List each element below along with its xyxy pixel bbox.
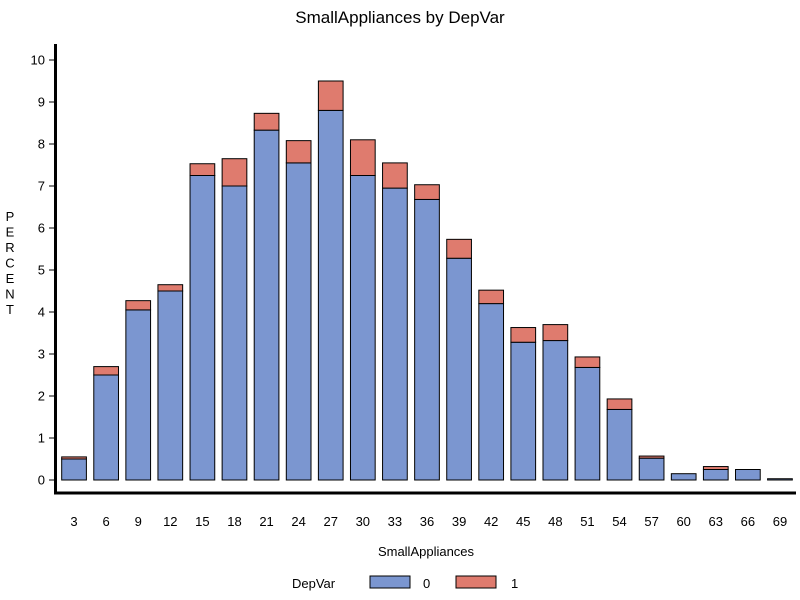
bar-segment-depvar-1 bbox=[93, 366, 119, 376]
bar-segment-depvar-1 bbox=[285, 140, 312, 164]
bar-segment-depvar-1 bbox=[125, 300, 152, 311]
legend-title: DepVar bbox=[292, 576, 336, 591]
bar-segment-depvar-1 bbox=[510, 327, 537, 343]
bar-segment-depvar-0 bbox=[349, 175, 376, 481]
x-tick-label: 63 bbox=[709, 514, 723, 529]
x-tick-label: 9 bbox=[135, 514, 142, 529]
y-tick-label: 10 bbox=[31, 53, 45, 68]
x-ticks-group: 3 6 9 12 15 18 21 24 27 30 33 36 39 42 45 48 51 54 57 60 63 6… bbox=[70, 514, 787, 529]
x-tick-label: 36 bbox=[420, 514, 434, 529]
bar-segment-depvar-1 bbox=[542, 324, 569, 342]
bar-segment-depvar-0 bbox=[93, 374, 119, 481]
y-tick-label: 4 bbox=[38, 305, 45, 320]
bar-segment-depvar-0 bbox=[542, 340, 569, 481]
x-tick-label: 24 bbox=[291, 514, 305, 529]
y-ticks-group: 0 1 2 3 4 5 6 7 8 9 10 bbox=[31, 53, 55, 488]
y-tick-label: 3 bbox=[38, 347, 45, 362]
x-tick-label: 6 bbox=[103, 514, 110, 529]
bar-segment-depvar-0 bbox=[61, 458, 87, 481]
x-tick-label: 27 bbox=[324, 514, 338, 529]
bar-segment-depvar-0 bbox=[157, 290, 184, 481]
x-tick-label: 30 bbox=[356, 514, 370, 529]
legend: DepVar 0 1 bbox=[292, 575, 518, 591]
x-tick-label: 51 bbox=[580, 514, 594, 529]
x-tick-label: 60 bbox=[676, 514, 690, 529]
x-tick-label: 3 bbox=[70, 514, 77, 529]
bar-segment-depvar-1 bbox=[189, 163, 216, 177]
x-tick-label: 18 bbox=[227, 514, 241, 529]
chart-title: SmallAppliances by DepVar bbox=[295, 8, 505, 27]
x-tick-label: 12 bbox=[163, 514, 177, 529]
bar-segment-depvar-1 bbox=[638, 455, 665, 459]
bar-segment-depvar-0 bbox=[382, 187, 408, 481]
y-tick-label: 8 bbox=[38, 137, 45, 152]
bar-segment-depvar-1 bbox=[382, 162, 408, 189]
bar-segment-depvar-0 bbox=[670, 473, 697, 481]
x-tick-label: 57 bbox=[644, 514, 658, 529]
bars-group bbox=[61, 80, 793, 481]
bar-segment-depvar-1 bbox=[574, 356, 601, 368]
bar-segment-depvar-1 bbox=[414, 184, 440, 200]
bar-segment-depvar-0 bbox=[638, 457, 665, 481]
x-tick-label: 15 bbox=[195, 514, 209, 529]
bar-segment-depvar-0 bbox=[735, 469, 761, 481]
bar-segment-depvar-1 bbox=[221, 158, 248, 187]
x-tick-label: 66 bbox=[741, 514, 755, 529]
bar-segment-depvar-0 bbox=[446, 257, 472, 481]
bar-segment-depvar-0 bbox=[317, 109, 344, 481]
bar-segment-depvar-0 bbox=[767, 478, 793, 481]
bar-segment-depvar-0 bbox=[510, 341, 537, 481]
x-tick-label: 45 bbox=[516, 514, 530, 529]
bar-segment-depvar-1 bbox=[253, 112, 280, 131]
bar-segment-depvar-0 bbox=[221, 185, 248, 481]
x-axis-label: SmallAppliances bbox=[378, 544, 475, 559]
x-tick-label: 69 bbox=[773, 514, 787, 529]
y-tick-label: 1 bbox=[38, 431, 45, 446]
legend-swatch bbox=[455, 575, 497, 589]
y-tick-label: 6 bbox=[38, 221, 45, 236]
legend-label: 1 bbox=[511, 576, 518, 591]
bar-segment-depvar-0 bbox=[606, 408, 633, 481]
bar-segment-depvar-1 bbox=[446, 238, 472, 259]
bar-segment-depvar-0 bbox=[478, 303, 505, 481]
bar-segment-depvar-0 bbox=[189, 175, 216, 481]
bar-segment-depvar-1 bbox=[478, 289, 505, 305]
legend-label: 0 bbox=[423, 576, 430, 591]
x-tick-label: 39 bbox=[452, 514, 466, 529]
bar-segment-depvar-0 bbox=[125, 309, 152, 481]
y-tick-label: 7 bbox=[38, 179, 45, 194]
bar-segment-depvar-1 bbox=[61, 456, 87, 460]
bar-segment-depvar-0 bbox=[574, 366, 601, 481]
bar-segment-depvar-1 bbox=[702, 466, 729, 470]
y-tick-label: 0 bbox=[38, 473, 45, 488]
x-tick-label: 21 bbox=[259, 514, 273, 529]
y-tick-label: 9 bbox=[38, 95, 45, 110]
bar-segment-depvar-1 bbox=[606, 398, 633, 410]
bar-segment-depvar-0 bbox=[414, 198, 440, 481]
x-tick-label: 48 bbox=[548, 514, 562, 529]
x-tick-label: 54 bbox=[612, 514, 626, 529]
bar-segment-depvar-0 bbox=[285, 162, 312, 481]
y-tick-label: 2 bbox=[38, 389, 45, 404]
bar-segment-depvar-1 bbox=[317, 80, 344, 111]
bar-segment-depvar-1 bbox=[157, 284, 184, 292]
y-tick-label: 5 bbox=[38, 263, 45, 278]
x-tick-label: 33 bbox=[388, 514, 402, 529]
bar-segment-depvar-0 bbox=[253, 129, 280, 481]
x-tick-label: 42 bbox=[484, 514, 498, 529]
legend-swatch bbox=[369, 575, 411, 589]
bar-segment-depvar-0 bbox=[702, 469, 729, 481]
bar-segment-depvar-1 bbox=[349, 139, 376, 177]
